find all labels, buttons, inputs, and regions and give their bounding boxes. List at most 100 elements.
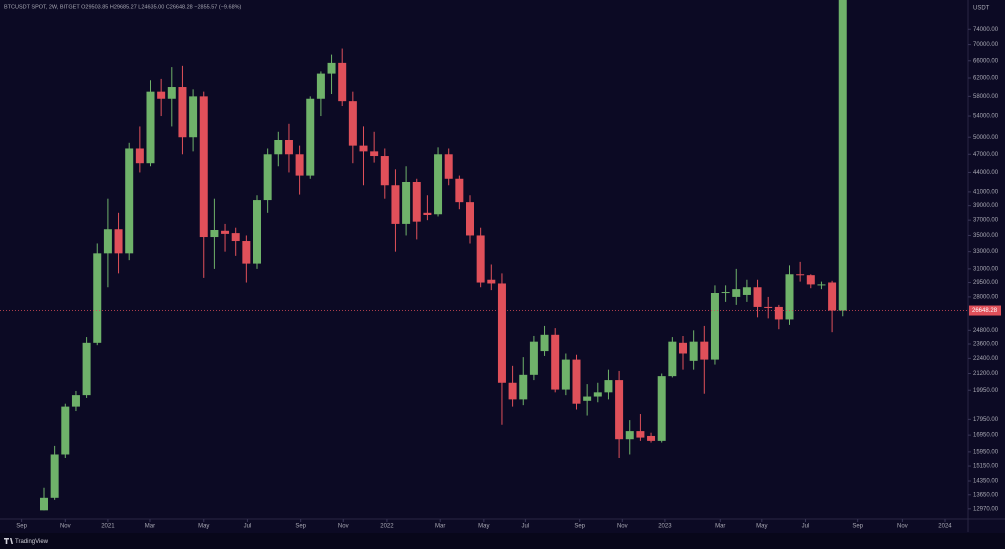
y-tick-label: 23600.00 [973, 342, 999, 348]
candle-body [700, 341, 709, 360]
candle-body [785, 274, 794, 320]
candle-body [679, 342, 687, 354]
candle-body [583, 396, 592, 401]
x-tick-label: 2024 [938, 524, 952, 530]
candle-body [753, 287, 762, 307]
y-tick-label: 50000.00 [973, 135, 999, 141]
candle-body [572, 359, 581, 404]
y-tick-label: 37000.00 [973, 218, 999, 224]
x-tick-label: 2023 [658, 524, 672, 530]
candle-body [338, 62, 347, 102]
candle-body [838, 0, 847, 311]
x-tick-label: 2022 [380, 524, 394, 530]
y-tick-label: 15950.00 [973, 449, 999, 455]
candle-body [423, 212, 432, 215]
candle-body [284, 140, 293, 155]
y-tick-label: 15150.00 [973, 464, 999, 470]
candle-body [135, 148, 144, 164]
x-tick-label: Nov [60, 524, 71, 530]
candle-body [487, 279, 496, 284]
candle-body [668, 341, 677, 377]
candle-body [274, 140, 283, 155]
logo-icon [4, 538, 13, 544]
candle-body [93, 253, 102, 343]
candle-body [657, 376, 666, 441]
candle-body [796, 274, 805, 276]
candle-body [50, 454, 59, 498]
y-tick-label: 28000.00 [973, 294, 999, 300]
y-tick-label: 54000.00 [973, 114, 999, 120]
candle-body [497, 283, 506, 383]
x-tick-label: Mar [435, 524, 445, 530]
last-price-label: 26648.28 [972, 308, 998, 314]
y-tick-label: 31000.00 [973, 266, 999, 272]
candle-body [402, 181, 411, 224]
candle-body [327, 62, 336, 74]
candle-body [625, 431, 634, 440]
candle-body [561, 359, 570, 390]
candle-body [774, 306, 783, 320]
candle-body [316, 73, 325, 99]
candle-body [828, 282, 837, 311]
x-tick-label: Mar [715, 524, 725, 530]
x-tick-label: Sep [295, 524, 306, 530]
candle-body [103, 229, 112, 254]
y-tick-label: 35000.00 [973, 233, 999, 239]
axes: 74000.00 70000.00 66000.00 62000.00 58000.00… [16, 27, 1001, 530]
candle-body [370, 151, 379, 157]
candle-body [466, 202, 474, 236]
candle-body [380, 156, 389, 186]
y-tick-label: 21200.00 [973, 371, 999, 377]
candle-body [125, 148, 134, 254]
candle-body [221, 230, 230, 234]
y-tick-label: 47000.00 [973, 152, 999, 158]
candle-body [551, 334, 560, 390]
y-tick-label: 14350.00 [973, 479, 999, 485]
candle-body [604, 380, 613, 393]
candle-body [157, 91, 166, 99]
x-tick-label: Sep [16, 524, 27, 530]
candle-body [732, 289, 741, 297]
y-tick-label: 17950.00 [973, 417, 999, 423]
candle-body [114, 229, 123, 254]
candle-body [210, 230, 219, 238]
y-tick-label: 41000.00 [973, 189, 999, 195]
candle-body [263, 154, 272, 201]
x-tick-label: Sep [574, 524, 585, 530]
x-tick-label: Sep [852, 524, 863, 530]
candle-body [636, 431, 645, 438]
footer-bar [0, 533, 1005, 549]
candle-body [40, 497, 48, 511]
candle-body [253, 200, 261, 264]
candle-body [189, 96, 198, 138]
candle-body [391, 185, 400, 224]
candle-body [61, 406, 70, 455]
candle-body [529, 341, 538, 375]
y-tick-label: 58000.00 [973, 94, 999, 100]
y-tick-label: 44000.00 [973, 170, 999, 176]
candle-body [615, 380, 624, 440]
y-tick-label: 22400.00 [973, 356, 999, 362]
candle-body [710, 293, 719, 360]
last-price-tag [969, 305, 1001, 316]
candle-body [476, 235, 485, 283]
watermark: TradingView [15, 539, 49, 545]
candle-body [647, 435, 656, 441]
x-tick-label: May [198, 524, 209, 530]
x-tick-label: Nov [338, 524, 349, 530]
x-tick-label: 2021 [101, 524, 115, 530]
y-tick-label: 74000.00 [973, 27, 999, 33]
candle-body [455, 178, 464, 203]
candle-body [82, 342, 91, 396]
symbol-header: BTCUSDT SPOT, 2W, BITGET O29503.85 H2968… [4, 4, 242, 10]
y-tick-label: 39000.00 [973, 203, 999, 209]
plot-area [0, 0, 968, 511]
y-tick-label: 24800.00 [973, 328, 999, 334]
candle-body [199, 96, 208, 238]
candle-body [721, 292, 730, 294]
x-tick-label: Mar [145, 524, 155, 530]
candle-body [519, 374, 528, 400]
